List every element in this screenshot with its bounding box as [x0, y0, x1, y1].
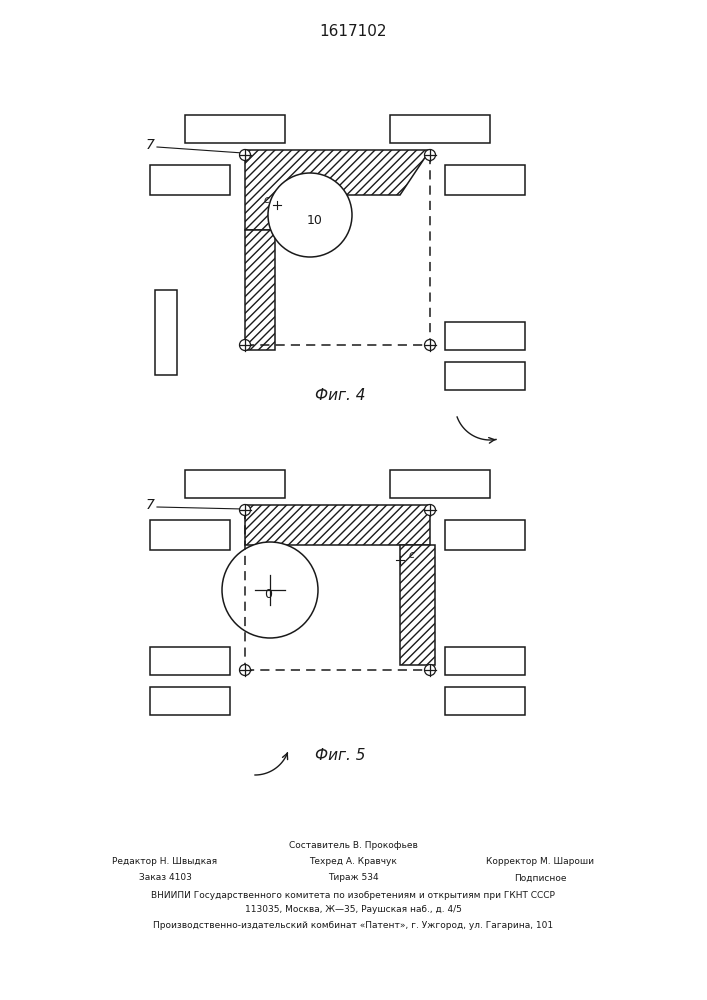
- Circle shape: [222, 542, 318, 638]
- Text: 10: 10: [307, 214, 323, 227]
- Text: Составитель В. Прокофьев: Составитель В. Прокофьев: [288, 840, 417, 850]
- Polygon shape: [245, 505, 430, 545]
- Text: 7: 7: [146, 498, 155, 512]
- Text: Заказ 4103: Заказ 4103: [139, 874, 192, 882]
- Text: Редактор Н. Швыдкая: Редактор Н. Швыдкая: [112, 857, 218, 866]
- Circle shape: [424, 504, 436, 516]
- Text: Техред А. Кравчук: Техред А. Кравчук: [309, 857, 397, 866]
- Text: Корректор М. Шароши: Корректор М. Шароши: [486, 857, 594, 866]
- Text: Фиг. 4: Фиг. 4: [315, 387, 366, 402]
- Text: ВНИИПИ Государственного комитета по изобретениям и открытиям при ГКНТ СССР: ВНИИПИ Государственного комитета по изоб…: [151, 890, 555, 900]
- Bar: [445, 520, 525, 550]
- Bar: [445, 165, 525, 195]
- Polygon shape: [245, 230, 275, 350]
- Bar: [185, 115, 285, 143]
- Polygon shape: [245, 150, 430, 230]
- Text: Фиг. 5: Фиг. 5: [315, 748, 366, 762]
- Text: c: c: [264, 195, 270, 205]
- Bar: [155, 290, 177, 375]
- Circle shape: [240, 504, 250, 516]
- Bar: [150, 647, 230, 675]
- Bar: [445, 322, 525, 350]
- Text: Производственно-издательский комбинат «Патент», г. Ужгород, ул. Гагарина, 101: Производственно-издательский комбинат «П…: [153, 920, 553, 930]
- Bar: [150, 520, 230, 550]
- Bar: [390, 115, 490, 143]
- Bar: [445, 362, 525, 390]
- Bar: [150, 165, 230, 195]
- Text: 1617102: 1617102: [320, 24, 387, 39]
- Circle shape: [424, 340, 436, 351]
- Text: 7: 7: [146, 138, 155, 152]
- Text: 113035, Москва, Ж—35, Раушская наб., д. 4/5: 113035, Москва, Ж—35, Раушская наб., д. …: [245, 906, 462, 914]
- Bar: [150, 687, 230, 715]
- Circle shape: [268, 173, 352, 257]
- Polygon shape: [400, 545, 435, 665]
- Circle shape: [240, 149, 250, 160]
- Circle shape: [424, 149, 436, 160]
- Bar: [445, 687, 525, 715]
- Circle shape: [240, 664, 250, 676]
- Circle shape: [424, 664, 436, 676]
- Text: 0: 0: [264, 588, 272, 601]
- Text: Тираж 534: Тираж 534: [327, 874, 378, 882]
- Circle shape: [240, 340, 250, 351]
- Text: Подписное: Подписное: [514, 874, 566, 882]
- Bar: [390, 470, 490, 498]
- Bar: [185, 470, 285, 498]
- Text: c: c: [409, 550, 415, 560]
- Bar: [445, 647, 525, 675]
